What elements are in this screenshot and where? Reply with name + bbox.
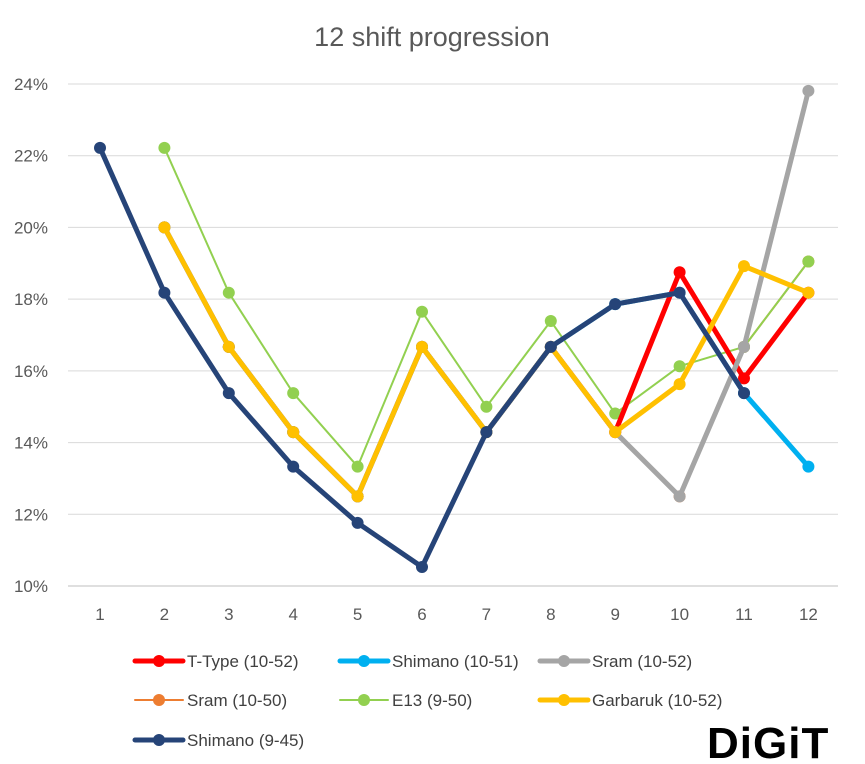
data-point xyxy=(738,340,750,353)
legend-swatch-marker xyxy=(558,694,570,706)
data-point xyxy=(222,340,235,353)
x-tick-label: 7 xyxy=(482,605,491,624)
y-tick-label: 22% xyxy=(14,147,48,166)
data-point xyxy=(416,340,428,353)
legend-label: T-Type (10-52) xyxy=(187,652,299,671)
x-axis-ticks: 1 2 3 4 5 6 7 8 9 10 11 12 xyxy=(95,605,818,624)
data-point xyxy=(609,407,622,420)
legend-item-shimano-9-45: Shimano (9-45) xyxy=(132,731,304,750)
legend-swatch-marker xyxy=(153,734,165,746)
x-tick-label: 9 xyxy=(610,605,619,624)
legend-swatch-marker xyxy=(153,655,165,667)
legend-swatch-marker xyxy=(153,694,165,706)
data-point xyxy=(738,260,750,273)
data-point xyxy=(416,560,428,573)
data-point xyxy=(480,400,493,413)
legend-item-shimano-10-51: Shimano (10-51) xyxy=(337,652,519,671)
data-point xyxy=(609,298,622,311)
series-shimano-10-51 xyxy=(158,221,815,503)
legend-item-e13-9-50: E13 (9-50) xyxy=(339,691,472,710)
chart-title: 12 shift progression xyxy=(314,22,550,52)
legend-label: Sram (10-50) xyxy=(187,691,287,710)
gridlines xyxy=(68,83,838,587)
x-tick-label: 4 xyxy=(288,605,297,624)
legend-swatch-marker xyxy=(358,694,370,706)
y-tick-label: 24% xyxy=(14,75,48,94)
x-tick-label: 11 xyxy=(735,605,753,624)
y-tick-label: 20% xyxy=(14,218,48,237)
data-point xyxy=(287,460,300,473)
series-t-type-10-52 xyxy=(158,221,815,503)
y-axis-ticks: 10% 12% 14% 16% 18% 20% 22% 24% xyxy=(14,75,48,596)
data-point xyxy=(158,286,171,299)
x-tick-label: 6 xyxy=(417,605,426,624)
x-tick-label: 5 xyxy=(353,605,362,624)
data-point xyxy=(802,286,815,299)
x-tick-label: 10 xyxy=(670,605,689,624)
data-point xyxy=(673,286,686,299)
legend-label: E13 (9-50) xyxy=(392,691,472,710)
series-sram-10-50 xyxy=(158,221,815,503)
data-point xyxy=(351,460,364,473)
series-sram-10-52 xyxy=(158,84,815,503)
x-tick-label: 8 xyxy=(546,605,555,624)
series-line xyxy=(161,224,811,499)
legend-item-sram-10-50: Sram (10-50) xyxy=(134,691,287,710)
data-point xyxy=(351,516,364,529)
data-point xyxy=(738,372,750,385)
legend-label: Shimano (10-51) xyxy=(392,652,519,671)
legend: T-Type (10-52) Shimano (10-51) Sram (10-52… xyxy=(132,652,722,750)
series-e13-9-50 xyxy=(158,141,815,473)
x-tick-label: 12 xyxy=(799,605,818,624)
series-garbaruk-10-52 xyxy=(158,221,815,503)
legend-swatch-marker xyxy=(558,655,570,667)
y-tick-label: 14% xyxy=(14,434,48,453)
data-point xyxy=(609,426,622,439)
y-tick-label: 16% xyxy=(14,362,48,381)
legend-label: Sram (10-52) xyxy=(592,652,692,671)
data-point xyxy=(802,255,815,268)
data-point xyxy=(802,460,815,473)
digit-logo: DiGiT xyxy=(707,719,829,764)
data-point xyxy=(544,315,557,328)
data-point xyxy=(287,426,300,439)
series-line xyxy=(161,224,811,499)
y-tick-label: 12% xyxy=(14,505,48,524)
legend-item-garbaruk-10-52: Garbaruk (10-52) xyxy=(537,691,722,710)
data-point xyxy=(738,387,750,400)
series-shimano-9-45 xyxy=(94,141,750,573)
series-layer xyxy=(94,84,815,573)
x-tick-label: 3 xyxy=(224,605,233,624)
data-point xyxy=(222,387,235,400)
data-point xyxy=(673,266,686,279)
legend-label: Garbaruk (10-52) xyxy=(592,691,722,710)
data-point xyxy=(351,490,364,503)
data-point xyxy=(94,141,106,154)
data-point xyxy=(416,305,428,318)
data-point xyxy=(158,221,171,234)
legend-item-t-type-10-52: T-Type (10-52) xyxy=(132,652,299,671)
data-point xyxy=(480,426,493,439)
data-point xyxy=(673,490,686,503)
data-point xyxy=(544,340,557,353)
data-point xyxy=(287,387,300,400)
x-tick-label: 2 xyxy=(160,605,169,624)
data-point xyxy=(673,360,686,373)
legend-item-sram-10-52: Sram (10-52) xyxy=(537,652,692,671)
series-line xyxy=(161,224,811,499)
legend-swatch-marker xyxy=(358,655,370,667)
data-point xyxy=(802,84,815,97)
data-point xyxy=(222,286,235,299)
x-tick-label: 1 xyxy=(95,605,104,624)
y-tick-label: 10% xyxy=(14,577,48,596)
data-point xyxy=(158,141,171,154)
data-point xyxy=(673,378,686,391)
series-line xyxy=(163,226,810,498)
legend-label: Shimano (9-45) xyxy=(187,731,304,750)
y-tick-label: 18% xyxy=(14,290,48,309)
